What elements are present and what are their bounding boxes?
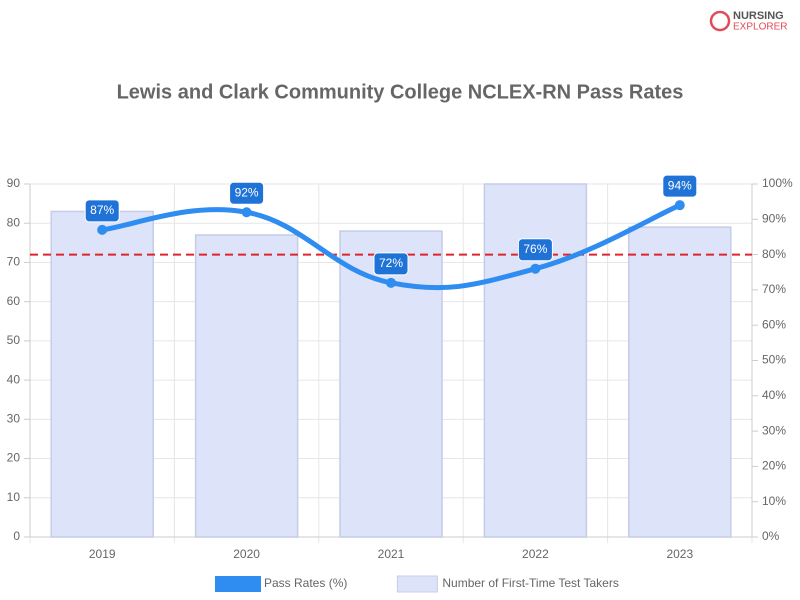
- y2-tick-label: 30%: [762, 423, 786, 437]
- value-label: 92%: [235, 185, 259, 199]
- y-tick-label: 90: [7, 176, 21, 190]
- y-tick-label: 10: [7, 490, 21, 504]
- y2-tick-label: 90%: [762, 211, 786, 225]
- y-tick-label: 0: [13, 529, 20, 543]
- bar: [50, 210, 154, 538]
- value-label: 72%: [379, 256, 403, 270]
- y-tick-label: 40: [7, 372, 21, 386]
- chart-title: Lewis and Clark Community College NCLEX-…: [117, 81, 684, 103]
- x-tick-label: 2019: [89, 547, 116, 561]
- point: [674, 200, 685, 211]
- y2-tick-label: 50%: [762, 353, 786, 367]
- y-tick-label: 50: [7, 333, 21, 347]
- value-label: 87%: [90, 203, 114, 217]
- y2-tick-label: 70%: [762, 282, 786, 296]
- bar: [483, 183, 588, 538]
- y2-tick-label: 40%: [762, 388, 786, 402]
- x-tick-label: 2020: [233, 547, 260, 561]
- y2-tick-label: 10%: [762, 494, 786, 508]
- point: [530, 263, 541, 274]
- bar: [628, 226, 732, 538]
- legend-swatch: [215, 576, 261, 592]
- y-tick-label: 70: [7, 255, 21, 269]
- label-box: [662, 174, 698, 198]
- bar: [194, 234, 299, 538]
- label-box: [373, 252, 409, 276]
- value-label: 94%: [668, 178, 692, 192]
- y2-tick-label: 20%: [762, 459, 786, 473]
- label-box: [517, 238, 553, 262]
- bar: [339, 230, 443, 538]
- label-box: [84, 199, 120, 223]
- y-tick-label: 30: [7, 412, 21, 426]
- y2-tick-label: 0%: [762, 529, 780, 543]
- logo-text: NURSING: [733, 10, 784, 22]
- y-tick-label: 80: [7, 215, 21, 229]
- point: [241, 207, 252, 218]
- legend-label: Pass Rates (%): [264, 576, 347, 590]
- logo: NURSING EXPLORER: [709, 10, 787, 33]
- y2-tick-label: 80%: [762, 247, 786, 261]
- y-tick-label: 20: [7, 451, 21, 465]
- y-tick-label: 60: [7, 294, 21, 308]
- point: [97, 224, 108, 235]
- label-box: [229, 181, 265, 205]
- legend-label: Number of First-Time Test Takers: [442, 576, 618, 590]
- x-tick-label: 2021: [378, 547, 405, 561]
- legend-swatch: [396, 575, 438, 593]
- y2-tick-label: 100%: [762, 176, 793, 190]
- logo-text: EXPLORER: [733, 22, 787, 33]
- x-tick-label: 2023: [666, 547, 693, 561]
- x-tick-label: 2022: [522, 547, 549, 561]
- logo-icon: [709, 10, 731, 32]
- value-label: 76%: [523, 242, 547, 256]
- point: [386, 277, 396, 288]
- y2-tick-label: 60%: [762, 317, 786, 331]
